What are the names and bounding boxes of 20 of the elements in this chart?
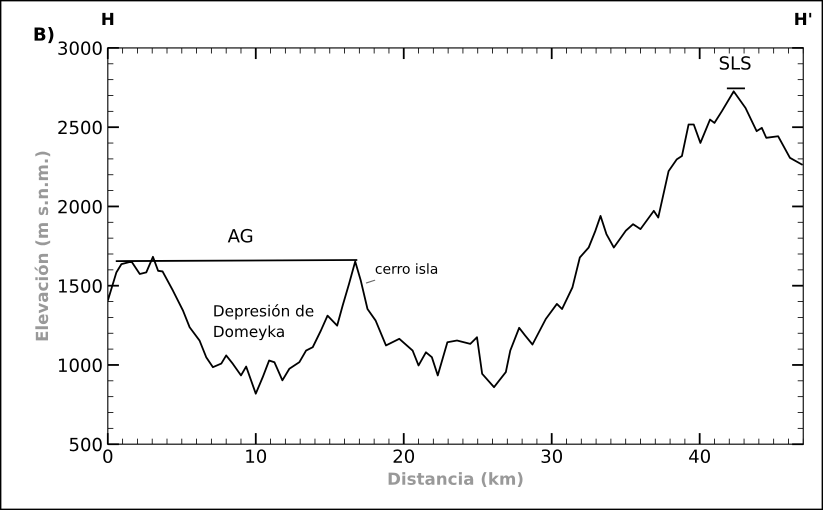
y-axis-title: Elevación (m s.n.m.) bbox=[34, 152, 50, 340]
y-tick-label: 1000 bbox=[58, 358, 102, 372]
x-tick-label: 10 bbox=[246, 449, 266, 464]
x-tick-label: 30 bbox=[542, 449, 562, 464]
text: H' bbox=[795, 12, 812, 26]
x-axis-title: Distancia (km) bbox=[388, 472, 523, 487]
y-tick-label: 500 bbox=[70, 438, 102, 452]
text: H bbox=[102, 12, 114, 26]
annotation: SLS bbox=[720, 56, 751, 70]
y-tick-label: 2000 bbox=[58, 200, 102, 214]
annotation: cerro isla bbox=[376, 263, 438, 274]
annotation: AG bbox=[228, 228, 252, 243]
x-tick-label: 20 bbox=[394, 449, 414, 464]
x-tick-label: 0 bbox=[103, 449, 112, 464]
y-tick-label: 2500 bbox=[58, 120, 102, 134]
x-tick-label: 40 bbox=[689, 449, 710, 464]
y-tick-label: 3000 bbox=[58, 41, 102, 56]
y-tick-label: 1500 bbox=[58, 279, 102, 293]
text: B) bbox=[34, 26, 54, 44]
annotation: Depresión de Domeyka bbox=[214, 304, 314, 340]
